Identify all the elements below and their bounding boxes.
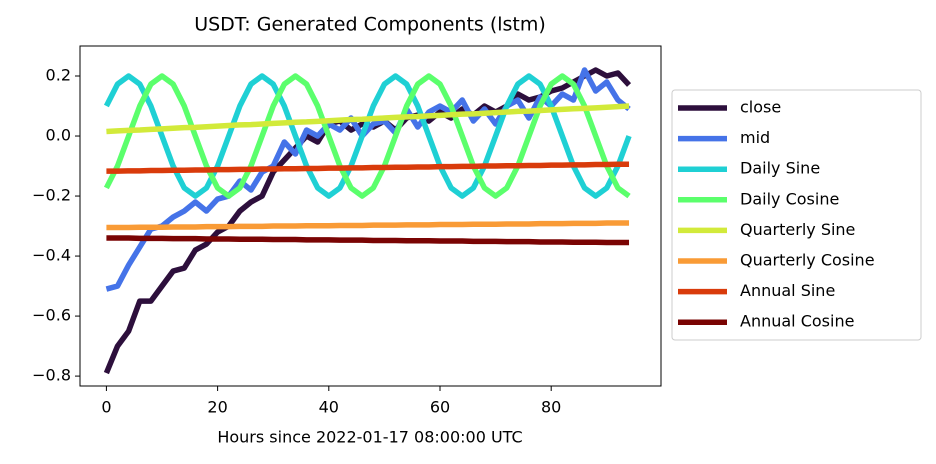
legend-label: Annual Cosine bbox=[740, 312, 854, 331]
x-tick-label: 20 bbox=[207, 398, 227, 417]
legend-box bbox=[671, 89, 922, 341]
y-tick-label: 0.0 bbox=[46, 126, 71, 145]
legend-label: Daily Cosine bbox=[740, 189, 839, 208]
legend-label: Daily Sine bbox=[740, 159, 820, 178]
legend-label: Quarterly Sine bbox=[740, 220, 855, 239]
series-line bbox=[106, 161, 630, 174]
x-axis-label: Hours since 2022-01-17 08:00:00 UTC bbox=[217, 428, 522, 447]
series-line bbox=[103, 73, 631, 199]
series-line bbox=[106, 220, 630, 231]
y-tick-label: −0.2 bbox=[32, 186, 71, 205]
legend-label: mid bbox=[740, 128, 770, 147]
x-tick-label: 60 bbox=[430, 398, 450, 417]
x-tick-label: 80 bbox=[541, 398, 561, 417]
plot-frame bbox=[79, 45, 662, 387]
series-line bbox=[106, 103, 630, 135]
legend-label: Quarterly Cosine bbox=[740, 251, 875, 270]
legend-label: Annual Sine bbox=[740, 281, 835, 300]
x-tick-label: 0 bbox=[101, 398, 111, 417]
legend-label: close bbox=[740, 98, 781, 117]
chart-title: USDT: Generated Components (lstm) bbox=[194, 14, 546, 36]
y-tick-label: −0.8 bbox=[32, 366, 71, 385]
y-tick-label: −0.6 bbox=[32, 306, 71, 325]
y-tick-label: −0.4 bbox=[32, 246, 71, 265]
y-tick-label: 0.2 bbox=[46, 66, 71, 85]
series-line bbox=[106, 235, 630, 246]
x-tick-label: 40 bbox=[319, 398, 339, 417]
